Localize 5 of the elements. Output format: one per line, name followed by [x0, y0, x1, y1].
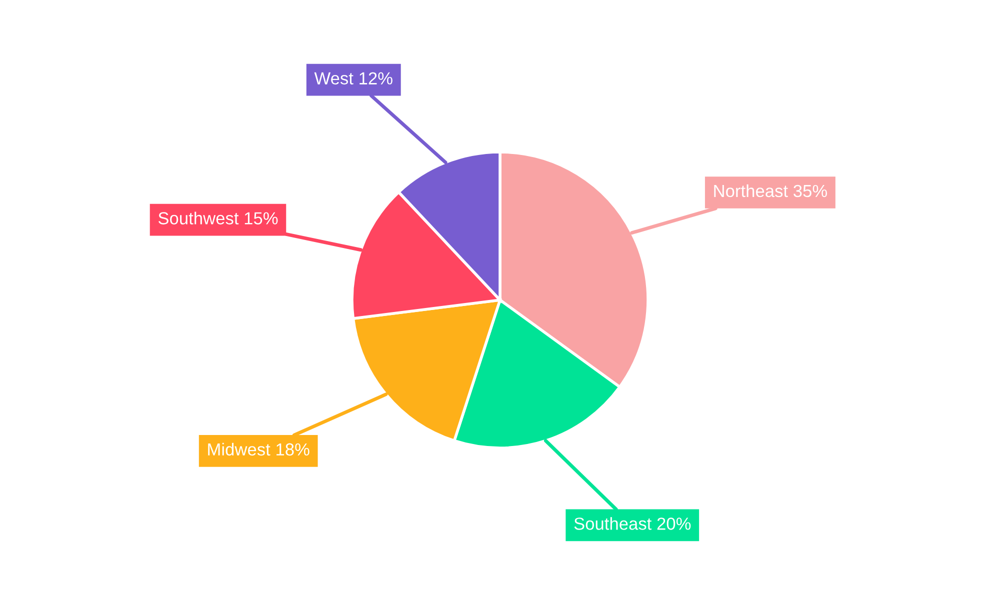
slice-label: Southeast 20%: [574, 517, 691, 530]
slice-label: West 12%: [314, 72, 392, 84]
slice-label: Northeast 35%: [714, 184, 827, 198]
slice-label: Midwest 18%: [208, 442, 310, 456]
slice-label: Southwest 15%: [158, 212, 278, 224]
